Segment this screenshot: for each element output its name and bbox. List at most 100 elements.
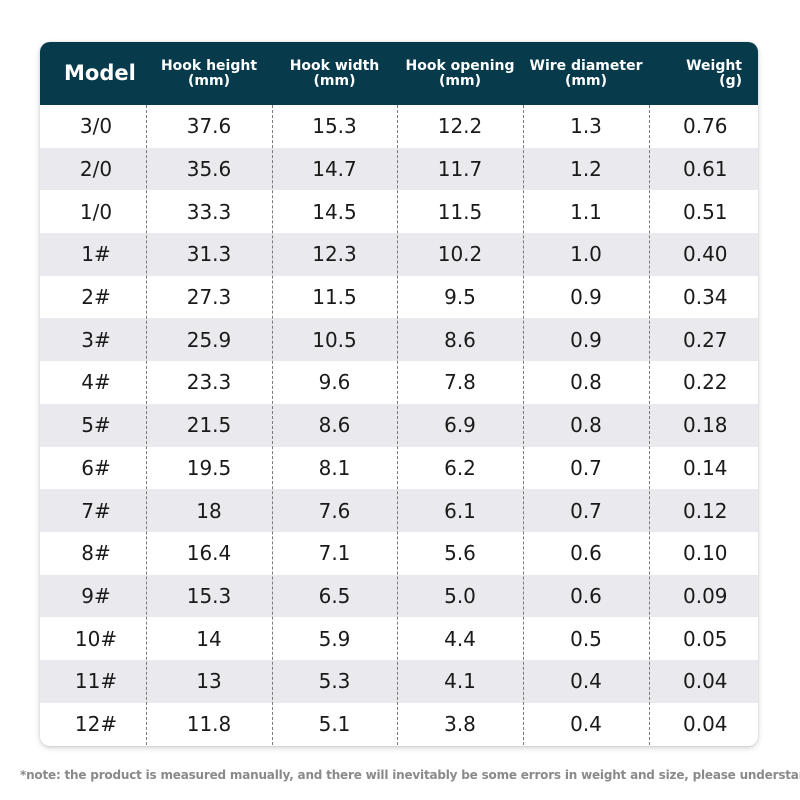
header-hook-opening: Hook opening (mm) [405, 57, 515, 89]
cell-hook-opening: 6.1 [444, 498, 476, 523]
cell-weight: 0.10 [683, 541, 728, 566]
cell-hook-height: 13 [196, 669, 222, 694]
cell-hook-opening: 5.6 [444, 541, 476, 566]
cell-hook-height: 27.3 [186, 285, 232, 310]
cell-hook-width: 14.7 [312, 157, 357, 182]
cell-weight: 0.04 [683, 669, 728, 694]
cell-weight: 0.61 [683, 157, 728, 182]
cell-hook-opening: 7.8 [444, 370, 476, 395]
table-row: 1/0 33.3 14.5 11.5 1.1 0.51 [40, 190, 758, 234]
column-divider [272, 105, 273, 746]
cell-model: 5# [81, 413, 111, 438]
cell-hook-width: 6.5 [318, 583, 351, 608]
cell-hook-height: 23.3 [186, 370, 232, 395]
cell-wire-diameter: 0.5 [570, 626, 602, 651]
cell-hook-opening: 5.0 [444, 583, 476, 608]
cell-hook-width: 8.1 [318, 455, 351, 480]
cell-model: 2# [81, 285, 111, 310]
table-row: 1# 31.3 12.3 10.2 1.0 0.40 [40, 233, 758, 276]
header-weight: Weight (g) [686, 57, 742, 89]
cell-hook-height: 14 [196, 626, 222, 651]
table-row: 3/0 37.6 15.3 12.2 1.3 0.76 [40, 105, 758, 148]
cell-model: 7# [81, 498, 111, 523]
cell-hook-width: 5.1 [318, 711, 351, 736]
cell-hook-opening: 4.4 [444, 626, 476, 651]
cell-wire-diameter: 1.2 [570, 157, 602, 182]
cell-wire-diameter: 0.6 [570, 541, 602, 566]
cell-model: 3# [81, 327, 111, 352]
cell-hook-opening: 8.6 [444, 327, 476, 352]
cell-hook-height: 33.3 [186, 199, 232, 224]
table-row: 3# 25.9 10.5 8.6 0.9 0.27 [40, 318, 758, 362]
table-row: 2# 27.3 11.5 9.5 0.9 0.34 [40, 275, 758, 319]
cell-hook-height: 21.5 [186, 413, 232, 438]
cell-wire-diameter: 0.8 [570, 370, 602, 395]
cell-weight: 0.22 [683, 370, 728, 395]
cell-hook-opening: 3.8 [444, 711, 476, 736]
column-divider [523, 105, 524, 746]
table-body: 3/0 37.6 15.3 12.2 1.3 0.76 2/0 35.6 14.7 11.7 1.2… [40, 105, 758, 746]
cell-hook-width: 9.6 [318, 370, 351, 395]
cell-model: 6# [81, 455, 111, 480]
cell-model: 8# [81, 541, 111, 566]
cell-model: 10# [74, 626, 118, 651]
cell-hook-width: 12.3 [312, 242, 357, 267]
cell-wire-diameter: 1.0 [570, 242, 602, 267]
cell-wire-diameter: 0.8 [570, 413, 602, 438]
cell-hook-width: 5.9 [318, 626, 351, 651]
cell-hook-width: 15.3 [312, 114, 357, 139]
cell-hook-width: 8.6 [318, 413, 351, 438]
cell-weight: 0.14 [683, 455, 728, 480]
header-model: Model [64, 61, 136, 85]
cell-wire-diameter: 0.9 [570, 327, 602, 352]
cell-model: 9# [81, 583, 111, 608]
cell-hook-opening: 12.2 [437, 114, 483, 139]
cell-hook-width: 5.3 [318, 669, 351, 694]
table-row: 6# 19.5 8.1 6.2 0.7 0.14 [40, 446, 758, 490]
cell-hook-opening: 9.5 [444, 285, 476, 310]
cell-weight: 0.09 [683, 583, 728, 608]
cell-hook-width: 7.6 [318, 498, 351, 523]
header-hook-height: Hook height (mm) [160, 57, 258, 89]
table-row: 4# 23.3 9.6 7.8 0.8 0.22 [40, 361, 758, 404]
cell-model: 3/0 [79, 114, 113, 139]
cell-hook-height: 31.3 [186, 242, 232, 267]
cell-wire-diameter: 0.7 [570, 498, 602, 523]
cell-hook-opening: 11.7 [437, 157, 483, 182]
cell-model: 12# [74, 711, 118, 736]
cell-hook-opening: 6.9 [444, 413, 476, 438]
cell-wire-diameter: 0.7 [570, 455, 602, 480]
size-table: Model Hook height (mm) Hook width (mm) H… [40, 42, 758, 746]
column-divider [146, 105, 147, 746]
cell-wire-diameter: 0.6 [570, 583, 602, 608]
column-divider [649, 105, 650, 746]
cell-hook-height: 16.4 [186, 541, 232, 566]
cell-hook-height: 37.6 [186, 114, 232, 139]
cell-model: 11# [74, 669, 118, 694]
table-row: 5# 21.5 8.6 6.9 0.8 0.18 [40, 403, 758, 447]
measurement-note: *note: the product is measured manually,… [20, 768, 800, 782]
cell-hook-width: 14.5 [312, 199, 357, 224]
table-row: 12# 11.8 5.1 3.8 0.4 0.04 [40, 702, 758, 746]
cell-weight: 0.27 [683, 327, 728, 352]
cell-weight: 0.04 [683, 711, 728, 736]
column-divider [397, 105, 398, 746]
cell-model: 4# [81, 370, 111, 395]
cell-wire-diameter: 0.9 [570, 285, 602, 310]
cell-hook-height: 35.6 [186, 157, 232, 182]
header-hook-width: Hook width (mm) [289, 57, 380, 89]
table-row: 11# 13 5.3 4.1 0.4 0.04 [40, 659, 758, 703]
table-row: 7# 18 7.6 6.1 0.7 0.12 [40, 489, 758, 532]
cell-hook-height: 11.8 [186, 711, 232, 736]
cell-wire-diameter: 1.3 [570, 114, 602, 139]
header-wire-diameter: Wire diameter (mm) [529, 57, 643, 89]
cell-wire-diameter: 0.4 [570, 711, 602, 736]
cell-hook-height: 25.9 [186, 327, 232, 352]
table-header: Model Hook height (mm) Hook width (mm) H… [40, 42, 758, 105]
cell-hook-height: 15.3 [186, 583, 232, 608]
cell-model: 1# [81, 242, 111, 267]
cell-hook-opening: 10.2 [437, 242, 483, 267]
table-row: 10# 14 5.9 4.4 0.5 0.05 [40, 617, 758, 660]
cell-weight: 0.18 [683, 413, 728, 438]
cell-weight: 0.34 [683, 285, 728, 310]
